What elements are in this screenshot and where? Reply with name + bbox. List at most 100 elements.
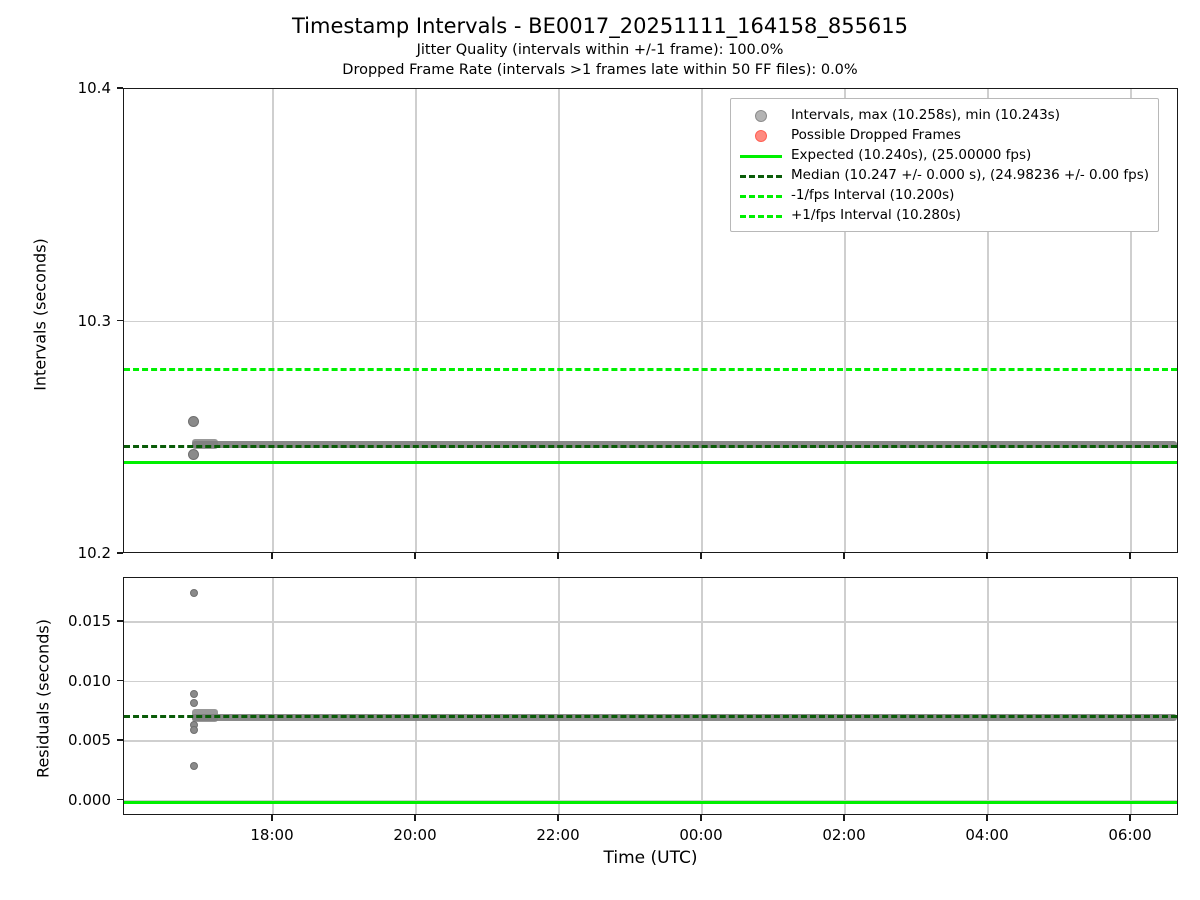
x-axis-ticklabel: 20:00 — [393, 826, 437, 844]
data-point — [189, 726, 198, 735]
x-axis-tick — [700, 815, 702, 821]
gridline-vertical — [844, 578, 846, 814]
gridline-vertical — [415, 578, 417, 814]
reference-line-expected — [124, 461, 1177, 464]
x-axis-tick — [1129, 553, 1131, 559]
data-point — [189, 589, 198, 598]
y-axis-ticklabel: 10.2 — [77, 544, 111, 562]
gridline-vertical — [415, 89, 417, 552]
gridline-vertical — [272, 89, 274, 552]
gridline-vertical — [701, 89, 703, 552]
reference-line--1-fps-interval — [124, 368, 1177, 371]
x-axis-tick — [271, 815, 273, 821]
fps-interval-line-icon — [740, 215, 782, 218]
x-axis-tick — [414, 815, 416, 821]
x-axis-tick — [1129, 815, 1131, 821]
x-axis-ticklabel: 02:00 — [822, 826, 866, 844]
data-point — [188, 415, 200, 427]
x-axis-tick — [843, 815, 845, 821]
data-point — [189, 761, 198, 770]
gridline-horizontal — [124, 680, 1177, 683]
reference-line-median — [124, 444, 1177, 448]
legend-label: -1/fps Interval (10.200s) — [791, 187, 955, 203]
x-axis-tick — [557, 815, 559, 821]
gridline-vertical — [272, 578, 274, 814]
legend-item: Possible Dropped Frames — [738, 125, 1149, 145]
gridline-vertical — [1130, 89, 1132, 552]
legend-key — [738, 105, 784, 125]
y-axis-ticklabel: 0.015 — [68, 612, 111, 631]
gridline-vertical — [558, 578, 560, 814]
x-axis-tick — [271, 553, 273, 559]
data-band-start-spread — [191, 708, 218, 722]
y-axis-ticklabel: 0.005 — [68, 731, 111, 750]
legend-key — [738, 165, 784, 185]
x-axis-tick — [986, 553, 988, 559]
reference-line-zero — [124, 800, 1177, 804]
y-axis-tick — [117, 552, 123, 554]
gridline-horizontal — [124, 320, 1177, 323]
legend-key — [738, 185, 784, 205]
legend-label: +1/fps Interval (10.280s) — [791, 207, 961, 223]
legend-item: Median (10.247 +/- 0.000 s), (24.98236 +… — [738, 165, 1149, 185]
subtitle-jitter-quality: Jitter Quality (intervals within +/-1 fr… — [416, 42, 784, 58]
x-axis-ticklabel: 00:00 — [679, 826, 723, 844]
legend-label: Intervals, max (10.258s), min (10.243s) — [791, 107, 1060, 123]
expected-line-icon — [740, 155, 782, 158]
data-band-start-spread — [191, 439, 218, 450]
x-axis-tick — [843, 553, 845, 559]
gridline-vertical — [558, 89, 560, 552]
gridline-horizontal — [124, 740, 1177, 742]
legend-label: Possible Dropped Frames — [791, 127, 961, 143]
x-axis-tick — [700, 553, 702, 559]
x-axis-ticklabel: 22:00 — [536, 826, 580, 844]
legend-label: Median (10.247 +/- 0.000 s), (24.98236 +… — [791, 167, 1150, 183]
x-axis-ticklabel: 18:00 — [250, 826, 294, 844]
y-axis-tick — [117, 739, 123, 741]
legend-item: Intervals, max (10.258s), min (10.243s) — [738, 105, 1149, 125]
legend-item: Expected (10.240s), (25.00000 fps) — [738, 145, 1149, 165]
x-axis-ticklabel: 04:00 — [965, 826, 1009, 844]
data-point — [189, 698, 198, 707]
legend-key — [738, 205, 784, 225]
x-axis-ticklabel: 06:00 — [1108, 826, 1152, 844]
x-axis-tick — [986, 815, 988, 821]
dropped-frames-marker-icon — [755, 130, 767, 142]
page-title: Timestamp Intervals - BE0017_20251111_16… — [291, 14, 909, 38]
legend-label: Expected (10.240s), (25.00000 fps) — [791, 147, 1032, 163]
y-axis-tick — [117, 798, 123, 801]
intervals-marker-icon — [755, 110, 767, 122]
legend-key — [738, 125, 784, 145]
legend-item: +1/fps Interval (10.280s) — [738, 205, 1149, 225]
y-axis-ticklabel: 10.4 — [77, 79, 111, 97]
x-axis-tick — [414, 553, 416, 559]
y-axis-tick — [117, 319, 123, 322]
reference-line-median-residual — [124, 715, 1177, 719]
x-axis-label: Time (UTC) — [603, 848, 698, 868]
y-axis-tick — [117, 620, 123, 622]
y-axis-ticklabel: 0.000 — [68, 790, 111, 809]
plot-residuals-inner — [124, 578, 1177, 814]
data-point — [189, 690, 198, 699]
gridline-vertical — [987, 89, 989, 552]
gridline-vertical — [987, 578, 989, 814]
subtitle-dropped-frame-rate: Dropped Frame Rate (intervals >1 frames … — [342, 62, 858, 78]
y-axis-ticklabel: 0.010 — [68, 671, 111, 690]
gridline-vertical — [844, 89, 846, 552]
title-block: Timestamp Intervals - BE0017_20251111_16… — [0, 12, 1200, 80]
plot-residuals — [123, 577, 1178, 815]
fps-interval-line-icon — [740, 195, 782, 198]
y-axis-tick — [117, 679, 123, 682]
data-point — [188, 449, 200, 461]
legend-key — [738, 145, 784, 165]
gridline-vertical — [701, 578, 703, 814]
legend: Intervals, max (10.258s), min (10.243s) P… — [730, 98, 1160, 232]
legend-item: -1/fps Interval (10.200s) — [738, 185, 1149, 205]
median-line-icon — [740, 175, 782, 178]
plot-intervals-inner — [124, 89, 1177, 552]
y-axis-tick — [117, 87, 123, 89]
x-axis-tick — [557, 553, 559, 559]
gridline-vertical — [1130, 578, 1132, 814]
y-axis-ticklabel: 10.3 — [77, 311, 111, 330]
